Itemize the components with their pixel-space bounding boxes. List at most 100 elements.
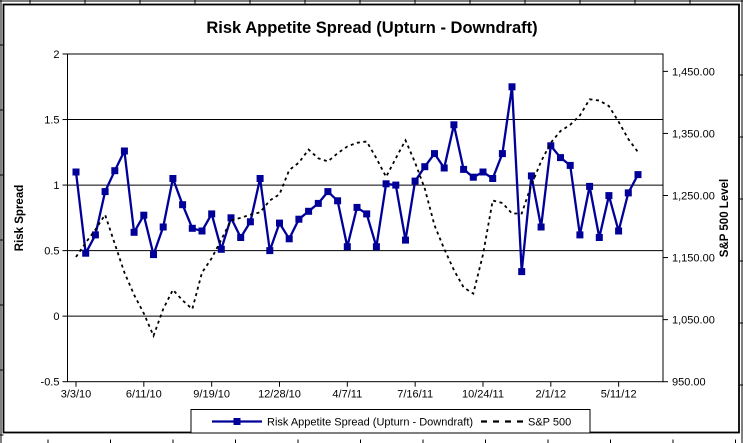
chart-border (2, 3, 740, 434)
risk-spread-marker (392, 181, 400, 189)
risk-spread-marker (566, 161, 574, 169)
risk-spread-marker (314, 199, 322, 207)
risk-spread-marker (140, 211, 148, 219)
risk-spread-marker (557, 154, 564, 162)
risk-spread-marker (295, 215, 303, 223)
risk-spread-marker (498, 150, 506, 158)
chart-title: Risk Appetite Spread (Upturn - Downdraft… (206, 19, 537, 37)
right-axis-ticks: 1,450.00 1,350.00 1,250.00 1,150.00 1,050.00… (663, 66, 715, 389)
risk-spread-marker (343, 243, 351, 251)
sp500-series (75, 98, 639, 339)
risk-spread-marker (150, 251, 157, 259)
risk-spread-marker (479, 168, 487, 176)
right-axis-title: S&P 500 Level (719, 179, 731, 257)
risk-spread-marker (440, 164, 448, 172)
x-tick-label: 5/11/12 (601, 389, 637, 401)
risk-spread-marker (586, 182, 594, 190)
risk-spread-marker (576, 231, 584, 239)
risk-spread-marker (334, 197, 342, 205)
risk-spread-marker (276, 219, 283, 227)
risk-spread-marker (450, 121, 458, 129)
left-axis-ticks: 2 1.5 1 0.5 0 -0.5 (41, 49, 68, 389)
risk-spread-marker (130, 228, 138, 236)
risk-spread-marker (615, 227, 623, 235)
legend-box (190, 409, 591, 434)
risk-spread-marker (227, 214, 235, 222)
right-tick-label: 1,050.00 (672, 315, 715, 327)
risk-spread-marker (179, 201, 187, 209)
risk-spread-marker (431, 150, 438, 158)
left-axis-title: Risk Spread (14, 185, 26, 251)
risk-spread-marker (460, 165, 468, 173)
risk-spread-marker (372, 243, 380, 251)
x-axis-ticks: 3/3/10 6/11/10 9/19/10 12/28/10 4/7/11 7/16/1… (61, 381, 637, 401)
risk-spread-marker (285, 235, 293, 243)
risk-spread-marker (266, 247, 274, 255)
x-tick-label: 12/28/10 (258, 389, 301, 401)
risk-spread-marker (595, 234, 603, 241)
risk-spread-marker (527, 172, 535, 180)
risk-spread-series (72, 83, 642, 276)
legend-label-risk-series: Risk Appetite Spread (Upturn - Downdraft… (267, 417, 473, 429)
x-tick-label: 7/16/11 (397, 389, 433, 401)
risk-spread-marker (256, 175, 264, 182)
risk-spread-marker (624, 189, 632, 197)
plot-border (67, 53, 664, 383)
left-tick-label: 0.5 (44, 246, 59, 258)
left-tick-label: 0 (53, 311, 59, 323)
legend: Risk Appetite Spread (Upturn - Downdraft… (190, 409, 591, 434)
risk-spread-marker (508, 83, 516, 91)
right-tick-label: 950.00 (672, 377, 706, 389)
risk-spread-marker (188, 224, 196, 232)
x-tick-label: 6/11/10 (126, 389, 162, 401)
risk-spread-marker (169, 175, 177, 182)
risk-spread-marker (605, 192, 613, 200)
legend-label-sp500: S&P 500 (528, 417, 571, 429)
right-tick-label: 1,150.00 (672, 253, 715, 265)
risk-spread-marker (402, 236, 409, 244)
risk-spread-marker (91, 231, 99, 239)
left-tick-label: 1.5 (44, 115, 59, 127)
left-tick-label: 1 (53, 180, 59, 192)
risk-spread-marker (198, 227, 206, 235)
risk-spread-marker (246, 218, 254, 226)
risk-spread-marker (518, 268, 526, 276)
x-tick-label: 4/7/11 (332, 389, 362, 401)
risk-spread-marker (120, 147, 128, 155)
sp500-dashed-line (75, 98, 639, 339)
right-tick-label: 1,450.00 (672, 66, 715, 78)
risk-spread-marker (547, 142, 555, 150)
x-tick-label: 3/3/10 (61, 389, 92, 401)
risk-spread-marker (363, 210, 371, 218)
x-tick-label: 2/1/12 (536, 389, 567, 401)
right-tick-label: 1,350.00 (672, 128, 715, 140)
risk-spread-marker (324, 188, 332, 196)
risk-spread-marker (159, 223, 167, 231)
left-tick-label: -0.5 (41, 377, 60, 389)
risk-spread-marker (353, 203, 361, 211)
risk-spread-marker (411, 177, 419, 185)
risk-spread-marker (208, 210, 216, 218)
risk-spread-marker (469, 173, 477, 181)
risk-spread-marker (305, 207, 313, 215)
risk-spread-marker (421, 163, 429, 171)
risk-spread-marker (489, 175, 497, 182)
risk-spread-marker (101, 188, 109, 196)
risk-spread-marker (111, 167, 119, 175)
risk-spread-marker (72, 168, 80, 176)
legend-risk-series-marker-icon (233, 418, 241, 425)
risk-spread-marker (82, 249, 90, 257)
x-tick-label: 10/24/11 (462, 389, 504, 401)
risk-spread-marker (237, 234, 245, 241)
risk-spread-marker (217, 245, 225, 253)
risk-spread-marker (382, 180, 390, 188)
x-tick-label: 9/19/10 (193, 389, 230, 401)
risk-spread-marker (537, 223, 545, 231)
left-tick-label: 2 (53, 49, 59, 61)
risk-spread-marker (634, 171, 642, 179)
right-tick-label: 1,250.00 (672, 191, 715, 203)
